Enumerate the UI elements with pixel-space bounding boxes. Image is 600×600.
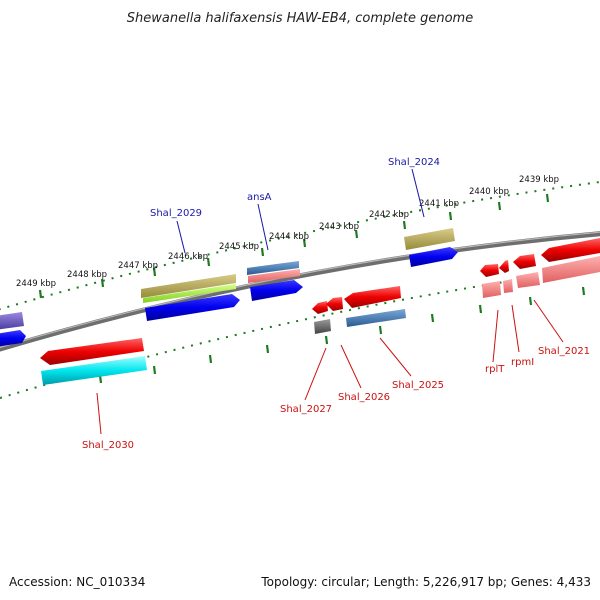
kbp-label: 2446 kbp (168, 252, 208, 262)
feature-shal-2029-blue (145, 294, 240, 321)
gene-label-ansa: ansA (247, 192, 272, 203)
gene-label-shal-2021: Shal_2021 (538, 346, 590, 357)
feature-shal-2029-khaki (141, 274, 236, 298)
kbp-label: 2448 kbp (67, 270, 107, 280)
gene-label-rplt: rplT (485, 364, 505, 375)
gene-labels-top: Shal_2029 ansA Shal_2024 (150, 157, 440, 219)
accession-text: Accession: NC_010334 (9, 575, 145, 589)
feature-shal-2027-gray (314, 319, 331, 334)
kbp-labels: 2449 kbp 2448 kbp 2447 kbp 2446 kbp 2445… (16, 175, 559, 289)
map-title: Shewanella halifaxensis HAW-EB4, complet… (127, 11, 473, 26)
feature-rpmi-red (499, 260, 509, 273)
feature-rplt-red (480, 264, 499, 277)
feature-ansa-blue (250, 280, 303, 301)
kbp-label: 2440 kbp (469, 187, 509, 197)
kbp-label: 2449 kbp (16, 279, 56, 289)
kbp-label: 2443 kbp (319, 222, 359, 232)
kbp-label: 2441 kbp (419, 199, 459, 209)
gene-label-shal-2024: Shal_2024 (388, 157, 440, 168)
kbp-label: 2439 kbp (519, 175, 559, 185)
feature-shal-2021-pink (542, 256, 600, 283)
feature-shal-2022-red (513, 254, 536, 269)
feature-shal-2029-lime (143, 284, 236, 303)
feature-rpmi-pink (503, 279, 513, 293)
feature-rplt-pink (482, 281, 501, 298)
feature-partial-blue (0, 330, 26, 347)
outer-ruler-ticks (0, 181, 600, 311)
gene-labels-bottom: Shal_2030 Shal_2027 Shal_2026 Shal_2025 … (82, 346, 590, 451)
feature-shal-2025-steel (346, 309, 406, 327)
feature-partial-purple (0, 312, 24, 330)
gene-label-rpmi: rpmI (511, 357, 534, 368)
outer-major-ticks (38, 193, 550, 299)
label-leaders-top (176, 168, 425, 254)
kbp-label: 2447 kbp (118, 261, 158, 271)
gene-label-shal-2025: Shal_2025 (392, 380, 444, 391)
feature-shal-2026-red (326, 297, 343, 311)
gene-label-shal-2029: Shal_2029 (150, 208, 202, 219)
kbp-label: 2444 kbp (269, 232, 309, 242)
kbp-label: 2442 kbp (369, 210, 409, 220)
feature-shal-2025-red (344, 286, 401, 308)
feature-ansa-pink (248, 269, 300, 283)
feature-shal-2027-red (312, 301, 328, 314)
gene-label-shal-2030: Shal_2030 (82, 440, 134, 451)
label-leaders-bottom (96, 299, 564, 435)
feature-shal-2030-red (40, 338, 144, 365)
kbp-label: 2445 kbp (219, 242, 259, 252)
genome-backbone (0, 231, 600, 352)
gene-label-shal-2026: Shal_2026 (338, 392, 390, 403)
feature-shal-2024-blue (409, 247, 458, 267)
topology-text: Topology: circular; Length: 5,226,917 bp… (260, 575, 591, 589)
feature-shal-2024-khaki (404, 228, 455, 250)
feature-ansa-steel (247, 261, 299, 275)
feature-shal-2030-cyan (41, 356, 147, 385)
feature-shal-2022-pink (516, 272, 540, 288)
gene-label-shal-2027: Shal_2027 (280, 404, 332, 415)
feature-shal-2021-red (541, 238, 600, 262)
